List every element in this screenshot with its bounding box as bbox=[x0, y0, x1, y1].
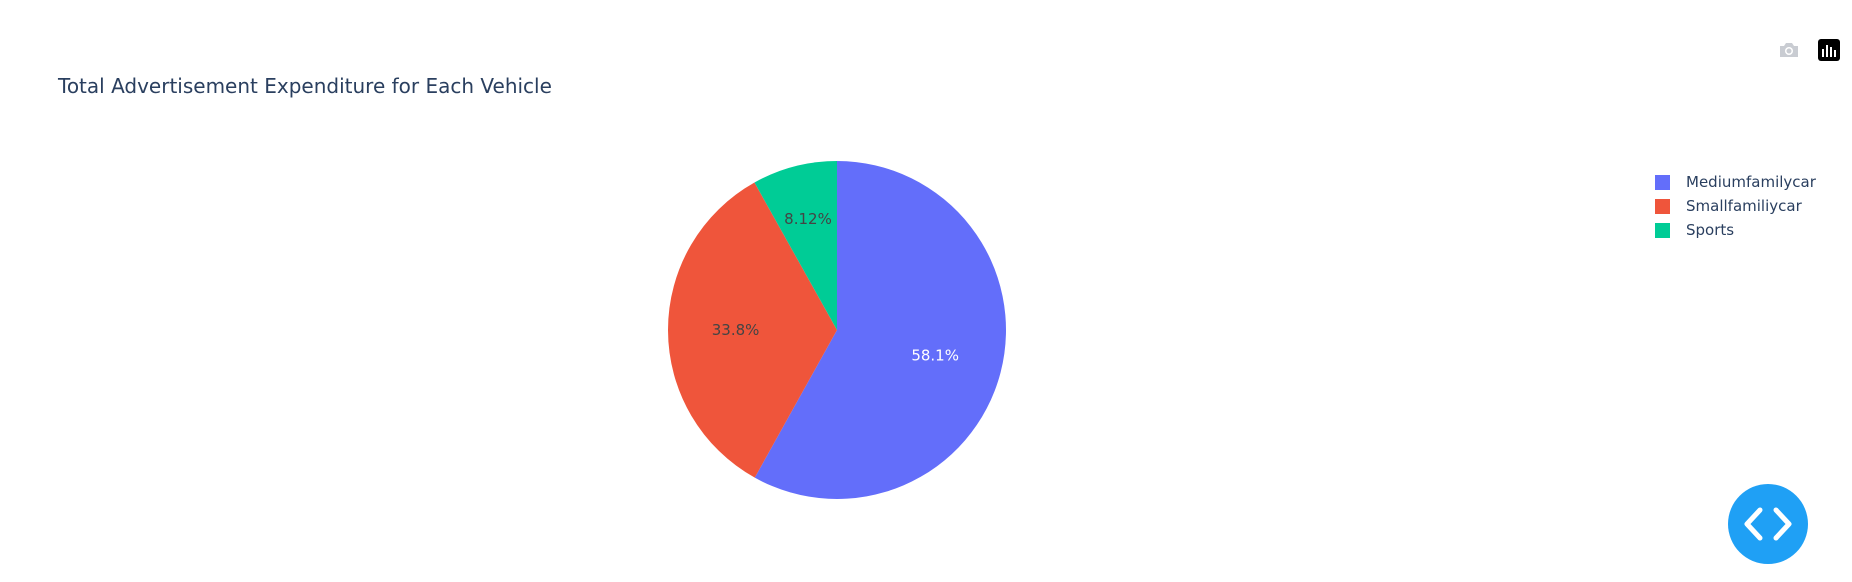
legend-item-mediumfamilycar[interactable]: Mediumfamilycar bbox=[1655, 170, 1816, 194]
code-view-button[interactable] bbox=[1728, 484, 1808, 564]
bar-chart-icon bbox=[1818, 39, 1840, 61]
slice-label-mediumfamilycar: 58.1% bbox=[911, 346, 959, 364]
pie-slice-labels: 58.1% 33.8% 8.12% bbox=[712, 210, 959, 365]
plotly-logo-button[interactable] bbox=[1816, 37, 1842, 63]
legend-label: Sports bbox=[1686, 221, 1735, 239]
slice-label-sports: 8.12% bbox=[784, 210, 832, 228]
pie-slice-smallfamiliycar[interactable] bbox=[668, 182, 837, 478]
code-icon bbox=[1744, 507, 1792, 541]
legend-label: Mediumfamilycar bbox=[1686, 173, 1816, 191]
pie-slice-mediumfamilycar[interactable] bbox=[754, 161, 1006, 500]
download-png-button[interactable] bbox=[1776, 37, 1802, 63]
legend-swatch bbox=[1655, 174, 1670, 190]
legend-swatch bbox=[1655, 198, 1670, 214]
chart-title: Total Advertisement Expenditure for Each… bbox=[58, 74, 552, 98]
legend-swatch bbox=[1655, 222, 1670, 238]
camera-icon bbox=[1780, 43, 1798, 57]
slice-label-smallfamiliycar: 33.8% bbox=[712, 321, 760, 339]
pie-slices bbox=[668, 161, 1006, 500]
legend-item-smallfamiliycar[interactable]: Smallfamiliycar bbox=[1655, 194, 1816, 218]
legend-label: Smallfamiliycar bbox=[1686, 197, 1802, 215]
legend: Mediumfamilycar Smallfamiliycar Sports bbox=[1655, 170, 1816, 242]
pie-slice-sports[interactable] bbox=[754, 161, 837, 330]
legend-item-sports[interactable]: Sports bbox=[1655, 218, 1816, 242]
modebar bbox=[1776, 37, 1842, 63]
